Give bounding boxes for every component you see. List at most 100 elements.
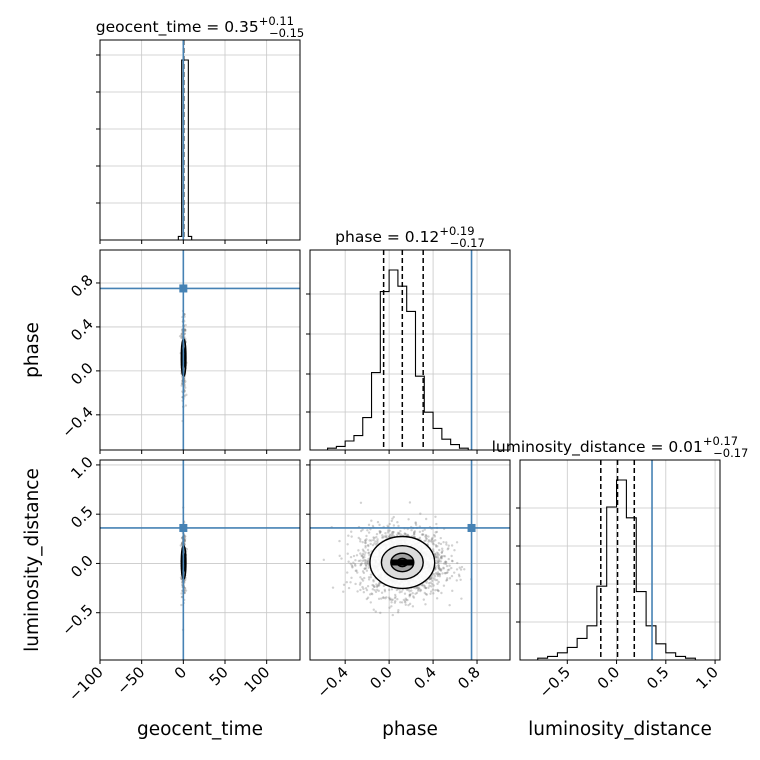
scatter-point: [434, 555, 437, 559]
scatter-point: [184, 386, 187, 389]
scatter-point: [346, 571, 349, 574]
x-tick-label: −100: [65, 663, 107, 705]
scatter-point: [408, 595, 411, 598]
scatter-point: [427, 535, 430, 538]
scatter-point: [357, 559, 361, 563]
scatter-point: [443, 562, 446, 565]
scatter-point: [366, 596, 370, 599]
scatter-point: [438, 559, 441, 563]
y-tick-label: 0.0: [67, 359, 97, 389]
scatter-point: [387, 596, 391, 599]
scatter-point: [183, 328, 187, 331]
scatter-point: [431, 548, 435, 551]
scatter-point: [455, 568, 459, 571]
scatter-point: [439, 555, 443, 559]
scatter-point: [434, 578, 437, 582]
scatter-point: [366, 559, 369, 563]
scatter-point: [322, 558, 326, 562]
scatter-point: [394, 595, 397, 598]
scatter-point: [388, 588, 391, 592]
scatter-point: [408, 593, 412, 597]
scatter-point: [453, 571, 456, 574]
scatter-point: [412, 533, 416, 536]
scatter-point: [413, 531, 416, 534]
scatter-point: [184, 380, 187, 383]
scatter-point: [184, 535, 187, 538]
y-axis-label-luminosity-distance: luminosity_distance: [22, 468, 43, 652]
hist-geocent-time: [177, 59, 195, 240]
scatter-point: [416, 586, 419, 589]
scatter-point: [429, 577, 433, 581]
scatter-point: [388, 529, 391, 532]
scatter-point: [396, 531, 400, 535]
scatter-point: [424, 592, 428, 596]
scatter-point: [446, 548, 449, 551]
scatter-point: [394, 599, 397, 603]
scatter-point: [448, 564, 451, 567]
scatter-point: [432, 543, 435, 546]
scatter-point: [432, 540, 435, 543]
scatter-point: [439, 536, 442, 540]
truth-marker: [179, 523, 188, 532]
scatter-point: [425, 534, 428, 538]
scatter-point: [370, 519, 373, 522]
scatter-point: [370, 539, 373, 542]
scatter-point: [390, 533, 393, 536]
x-tick-label: −0.4: [314, 663, 352, 701]
scatter-point: [376, 539, 379, 543]
scatter-point: [421, 529, 425, 533]
scatter-point: [355, 569, 358, 572]
scatter-point: [364, 539, 367, 543]
scatter-point: [366, 561, 370, 565]
scatter-point: [372, 584, 375, 587]
scatter-point: [420, 583, 424, 587]
scatter-point: [407, 603, 410, 607]
scatter-point: [450, 574, 454, 578]
scatter-point: [183, 537, 187, 540]
scatter-point: [373, 542, 376, 545]
title-geocent-time: geocent_time = 0.35+0.11 −0.15: [96, 14, 304, 40]
scatter-point: [435, 571, 438, 575]
scatter-point: [361, 555, 365, 558]
scatter-point: [414, 521, 417, 524]
scatter-point: [444, 572, 447, 575]
scatter-point: [395, 588, 399, 592]
scatter-point: [378, 529, 381, 533]
scatter-point: [432, 550, 435, 553]
scatter-point: [349, 581, 352, 584]
scatter-point: [184, 329, 187, 333]
scatter-point: [445, 541, 448, 544]
scatter-point: [365, 562, 368, 565]
scatter-point: [423, 528, 426, 531]
title-phase: phase = 0.12+0.19 −0.17: [335, 224, 485, 250]
scatter-point: [390, 598, 393, 602]
scatter-point: [384, 597, 387, 600]
scatter-point: [180, 384, 183, 387]
scatter-point: [180, 592, 183, 595]
scatter-point: [447, 568, 451, 571]
scatter-point: [394, 593, 397, 597]
scatter-point: [439, 557, 442, 560]
scatter-point: [375, 543, 378, 546]
panel-geocent-time-hist: [99, 39, 301, 241]
scatter-point: [435, 551, 439, 554]
scatter-point: [383, 535, 386, 538]
scatter-point: [366, 562, 370, 566]
scatter-point: [386, 524, 389, 527]
scatter-point: [445, 564, 449, 568]
scatter-point: [360, 562, 363, 565]
scatter-point: [431, 579, 434, 582]
scatter-point: [361, 559, 365, 563]
scatter-point: [382, 584, 386, 588]
scatter-point: [389, 597, 392, 600]
scatter-point: [180, 333, 183, 336]
scatter-point: [367, 576, 371, 579]
y-tick-label: 0.5: [67, 502, 97, 532]
scatter-point: [363, 567, 367, 570]
scatter-point: [450, 554, 453, 558]
scatter-point: [440, 554, 444, 558]
scatter-point: [375, 588, 379, 592]
scatter-point: [450, 566, 453, 570]
scatter-point: [444, 560, 447, 563]
x-axis-label-geocent-time: geocent_time: [137, 719, 263, 740]
